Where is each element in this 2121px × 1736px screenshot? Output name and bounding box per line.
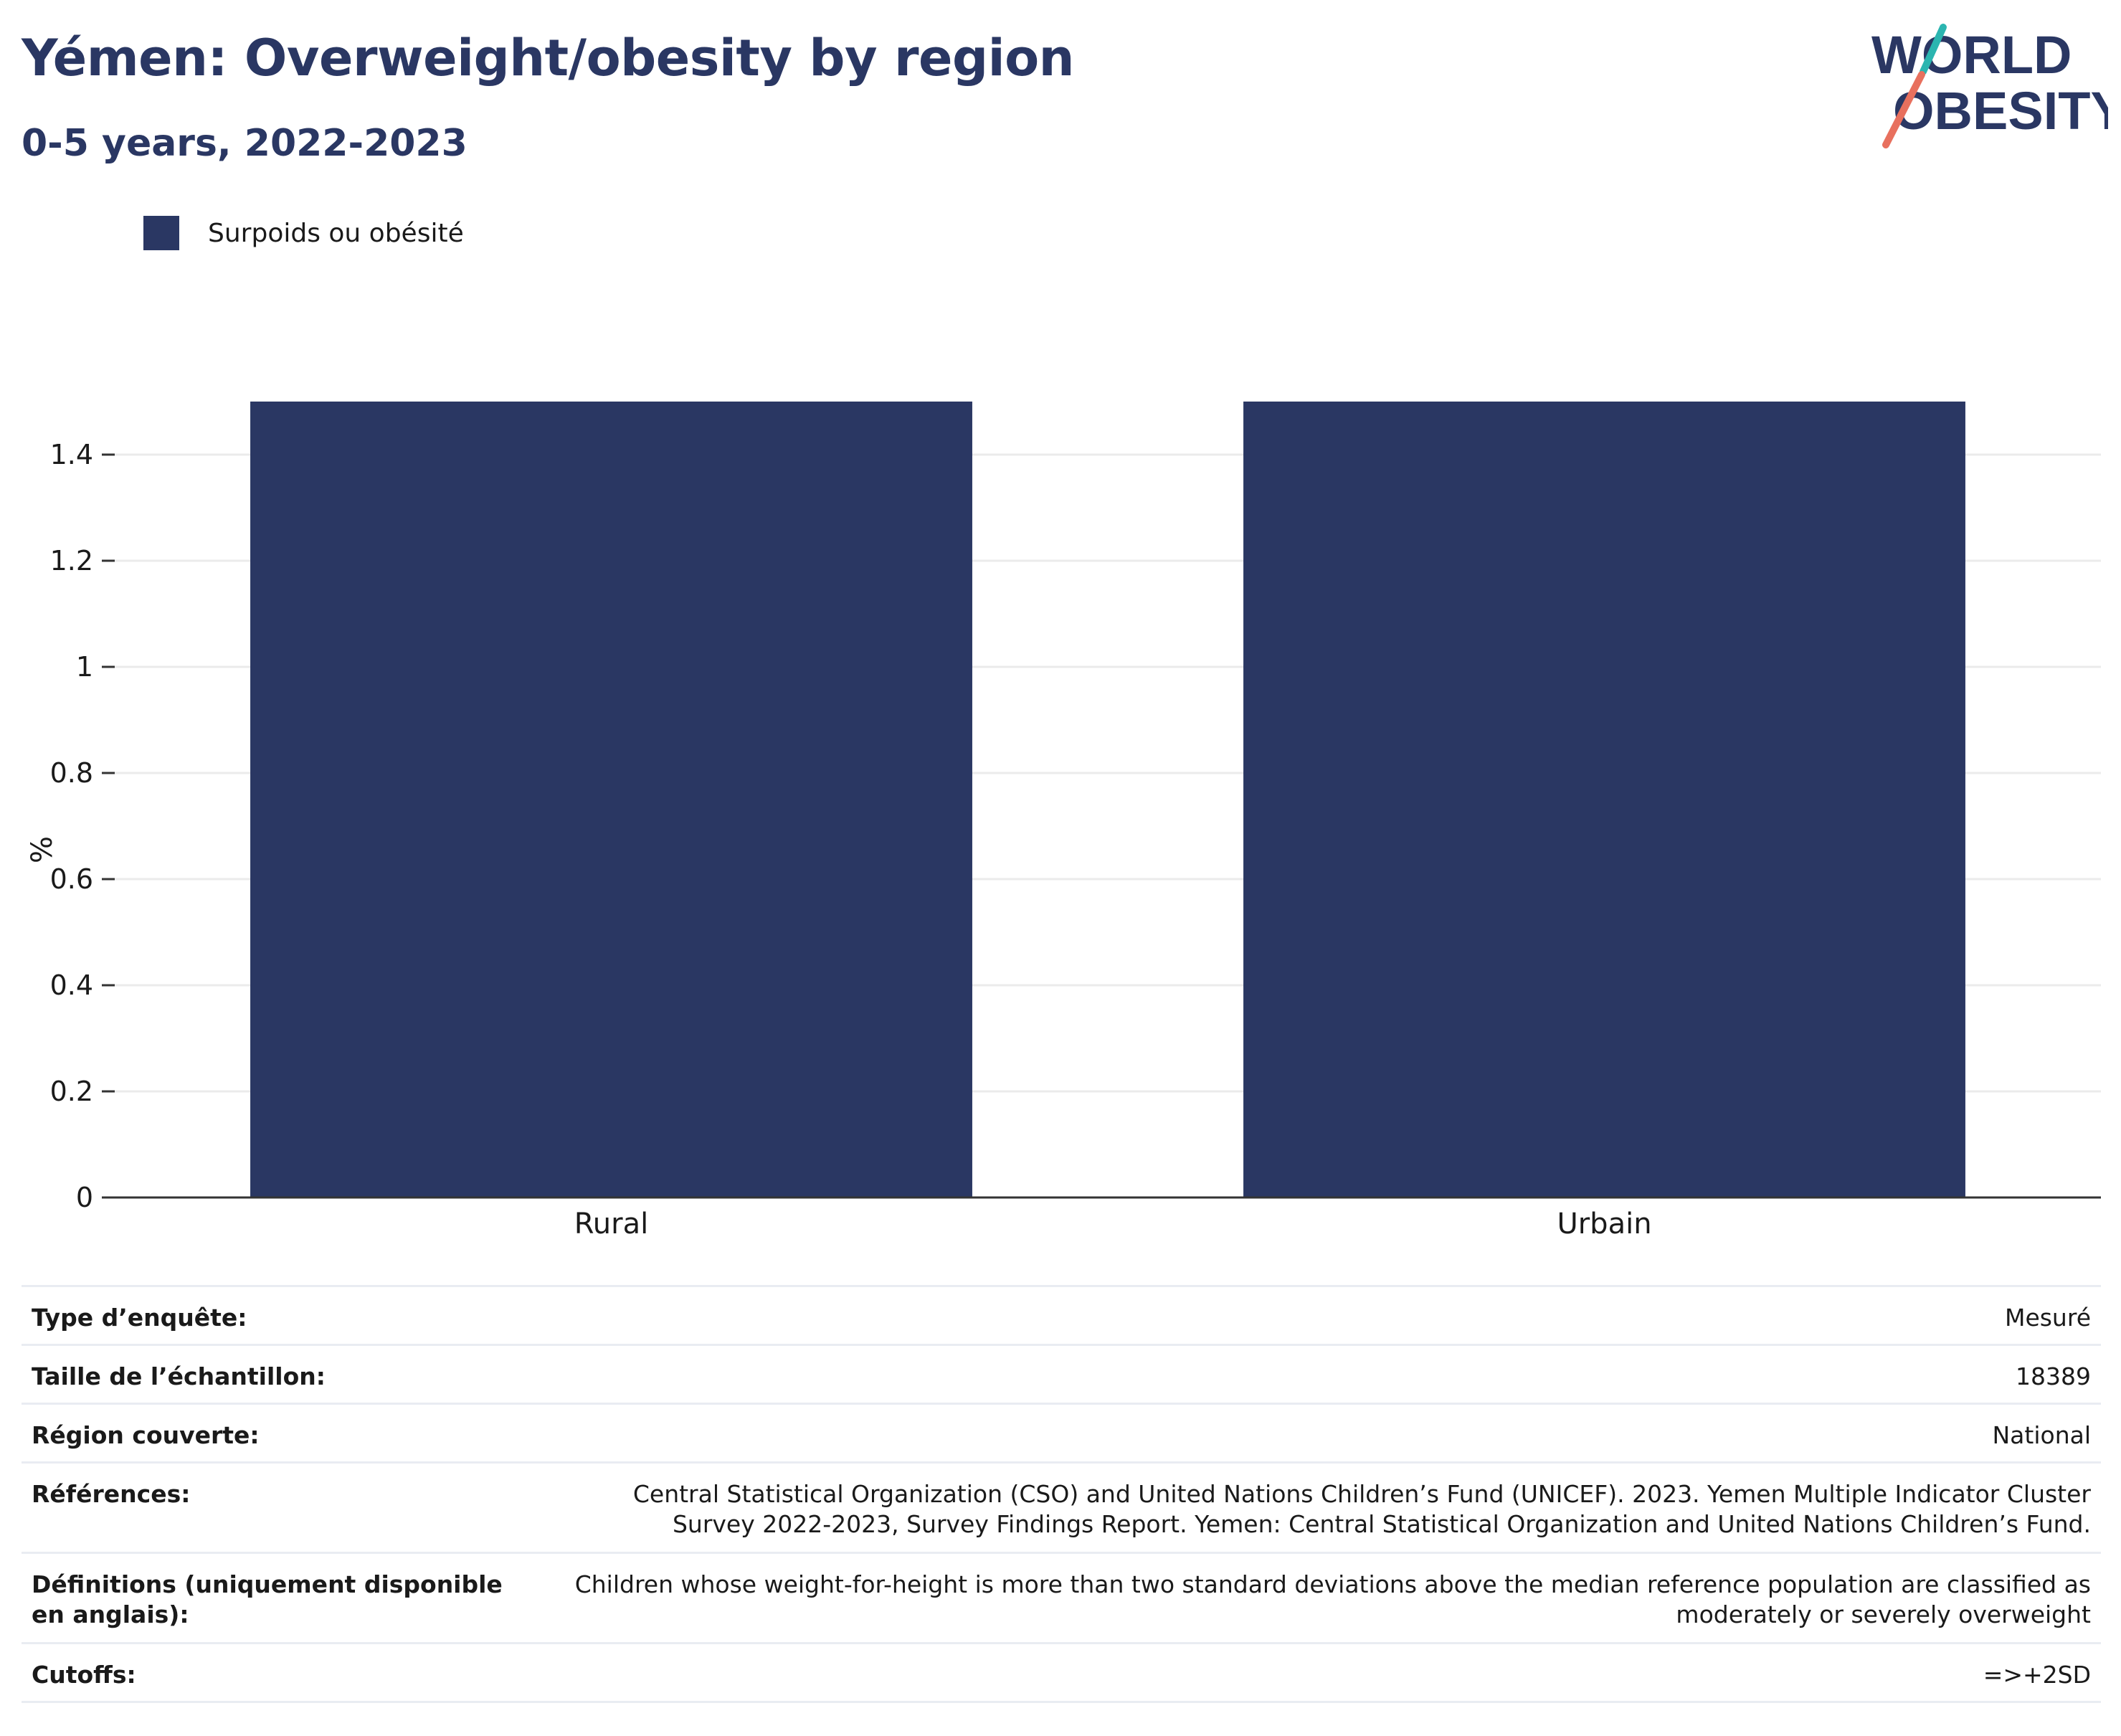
chart-title: Yémen: Overweight/obesity by region xyxy=(22,29,1075,87)
svg-text:OBESITY: OBESITY xyxy=(1893,81,2108,141)
legend-label[interactable]: Surpoids ou obésité xyxy=(208,218,464,248)
x-tick-label: Rural xyxy=(574,1208,648,1241)
y-tick-label: 0.6 xyxy=(50,863,93,895)
legend-swatch[interactable] xyxy=(143,216,179,250)
y-tick-label: 1.4 xyxy=(50,439,93,470)
legend: Surpoids ou obésité xyxy=(143,215,464,251)
details-label: Références: xyxy=(22,1461,544,1553)
y-tick-label: 1.2 xyxy=(50,545,93,577)
y-tick-label: 1 xyxy=(76,651,93,683)
details-label: Taille de l’échantillon: xyxy=(22,1344,544,1404)
x-tick-label: Urbain xyxy=(1557,1208,1651,1241)
details-row: Région couverte: National xyxy=(22,1403,2101,1463)
y-tick-label: 0.4 xyxy=(50,969,93,1001)
details-value: Central Statistical Organization (CSO) a… xyxy=(544,1461,2101,1553)
details-label: Région couverte: xyxy=(22,1403,544,1463)
details-label: Cutoffs: xyxy=(22,1642,544,1703)
y-tick-label: 0.8 xyxy=(50,757,93,789)
details-value: =>+2SD xyxy=(544,1642,2101,1703)
world-obesity-logo: WORLD OBESITY xyxy=(1871,24,2108,148)
details-value: Mesuré xyxy=(544,1285,2101,1345)
details-row: Références: Central Statistical Organizat… xyxy=(22,1461,2101,1553)
bar-chart: 0 0.2 0.4 0.6 0.8 1 1.2 1.4% Rural Urbain xyxy=(26,402,2101,1241)
y-tick-label: 0.2 xyxy=(50,1076,93,1107)
details-row: Type d’enquête: Mesuré xyxy=(22,1285,2101,1345)
details-label: Définitions (uniquement disponible en an… xyxy=(22,1552,544,1643)
y-axis-label: % xyxy=(26,836,59,863)
details-value: Children whose weight-for-height is more… xyxy=(544,1552,2101,1643)
chart-subtitle: 0-5 years, 2022-2023 xyxy=(22,122,468,165)
bar xyxy=(250,402,972,1197)
details-value: 18389 xyxy=(544,1344,2101,1404)
details-label: Type d’enquête: xyxy=(22,1285,544,1345)
y-tick-label: 0 xyxy=(76,1182,93,1213)
details-value: National xyxy=(544,1403,2101,1463)
details-row: Taille de l’échantillon: 18389 xyxy=(22,1344,2101,1404)
details-row: Définitions (uniquement disponible en an… xyxy=(22,1552,2101,1643)
svg-text:WORLD: WORLD xyxy=(1871,25,2072,85)
survey-details-table: Type d’enquête: Mesuré Taille de l’échanti… xyxy=(22,1285,2101,1703)
bar xyxy=(1243,402,1965,1197)
details-row: Cutoffs: =>+2SD xyxy=(22,1642,2101,1703)
